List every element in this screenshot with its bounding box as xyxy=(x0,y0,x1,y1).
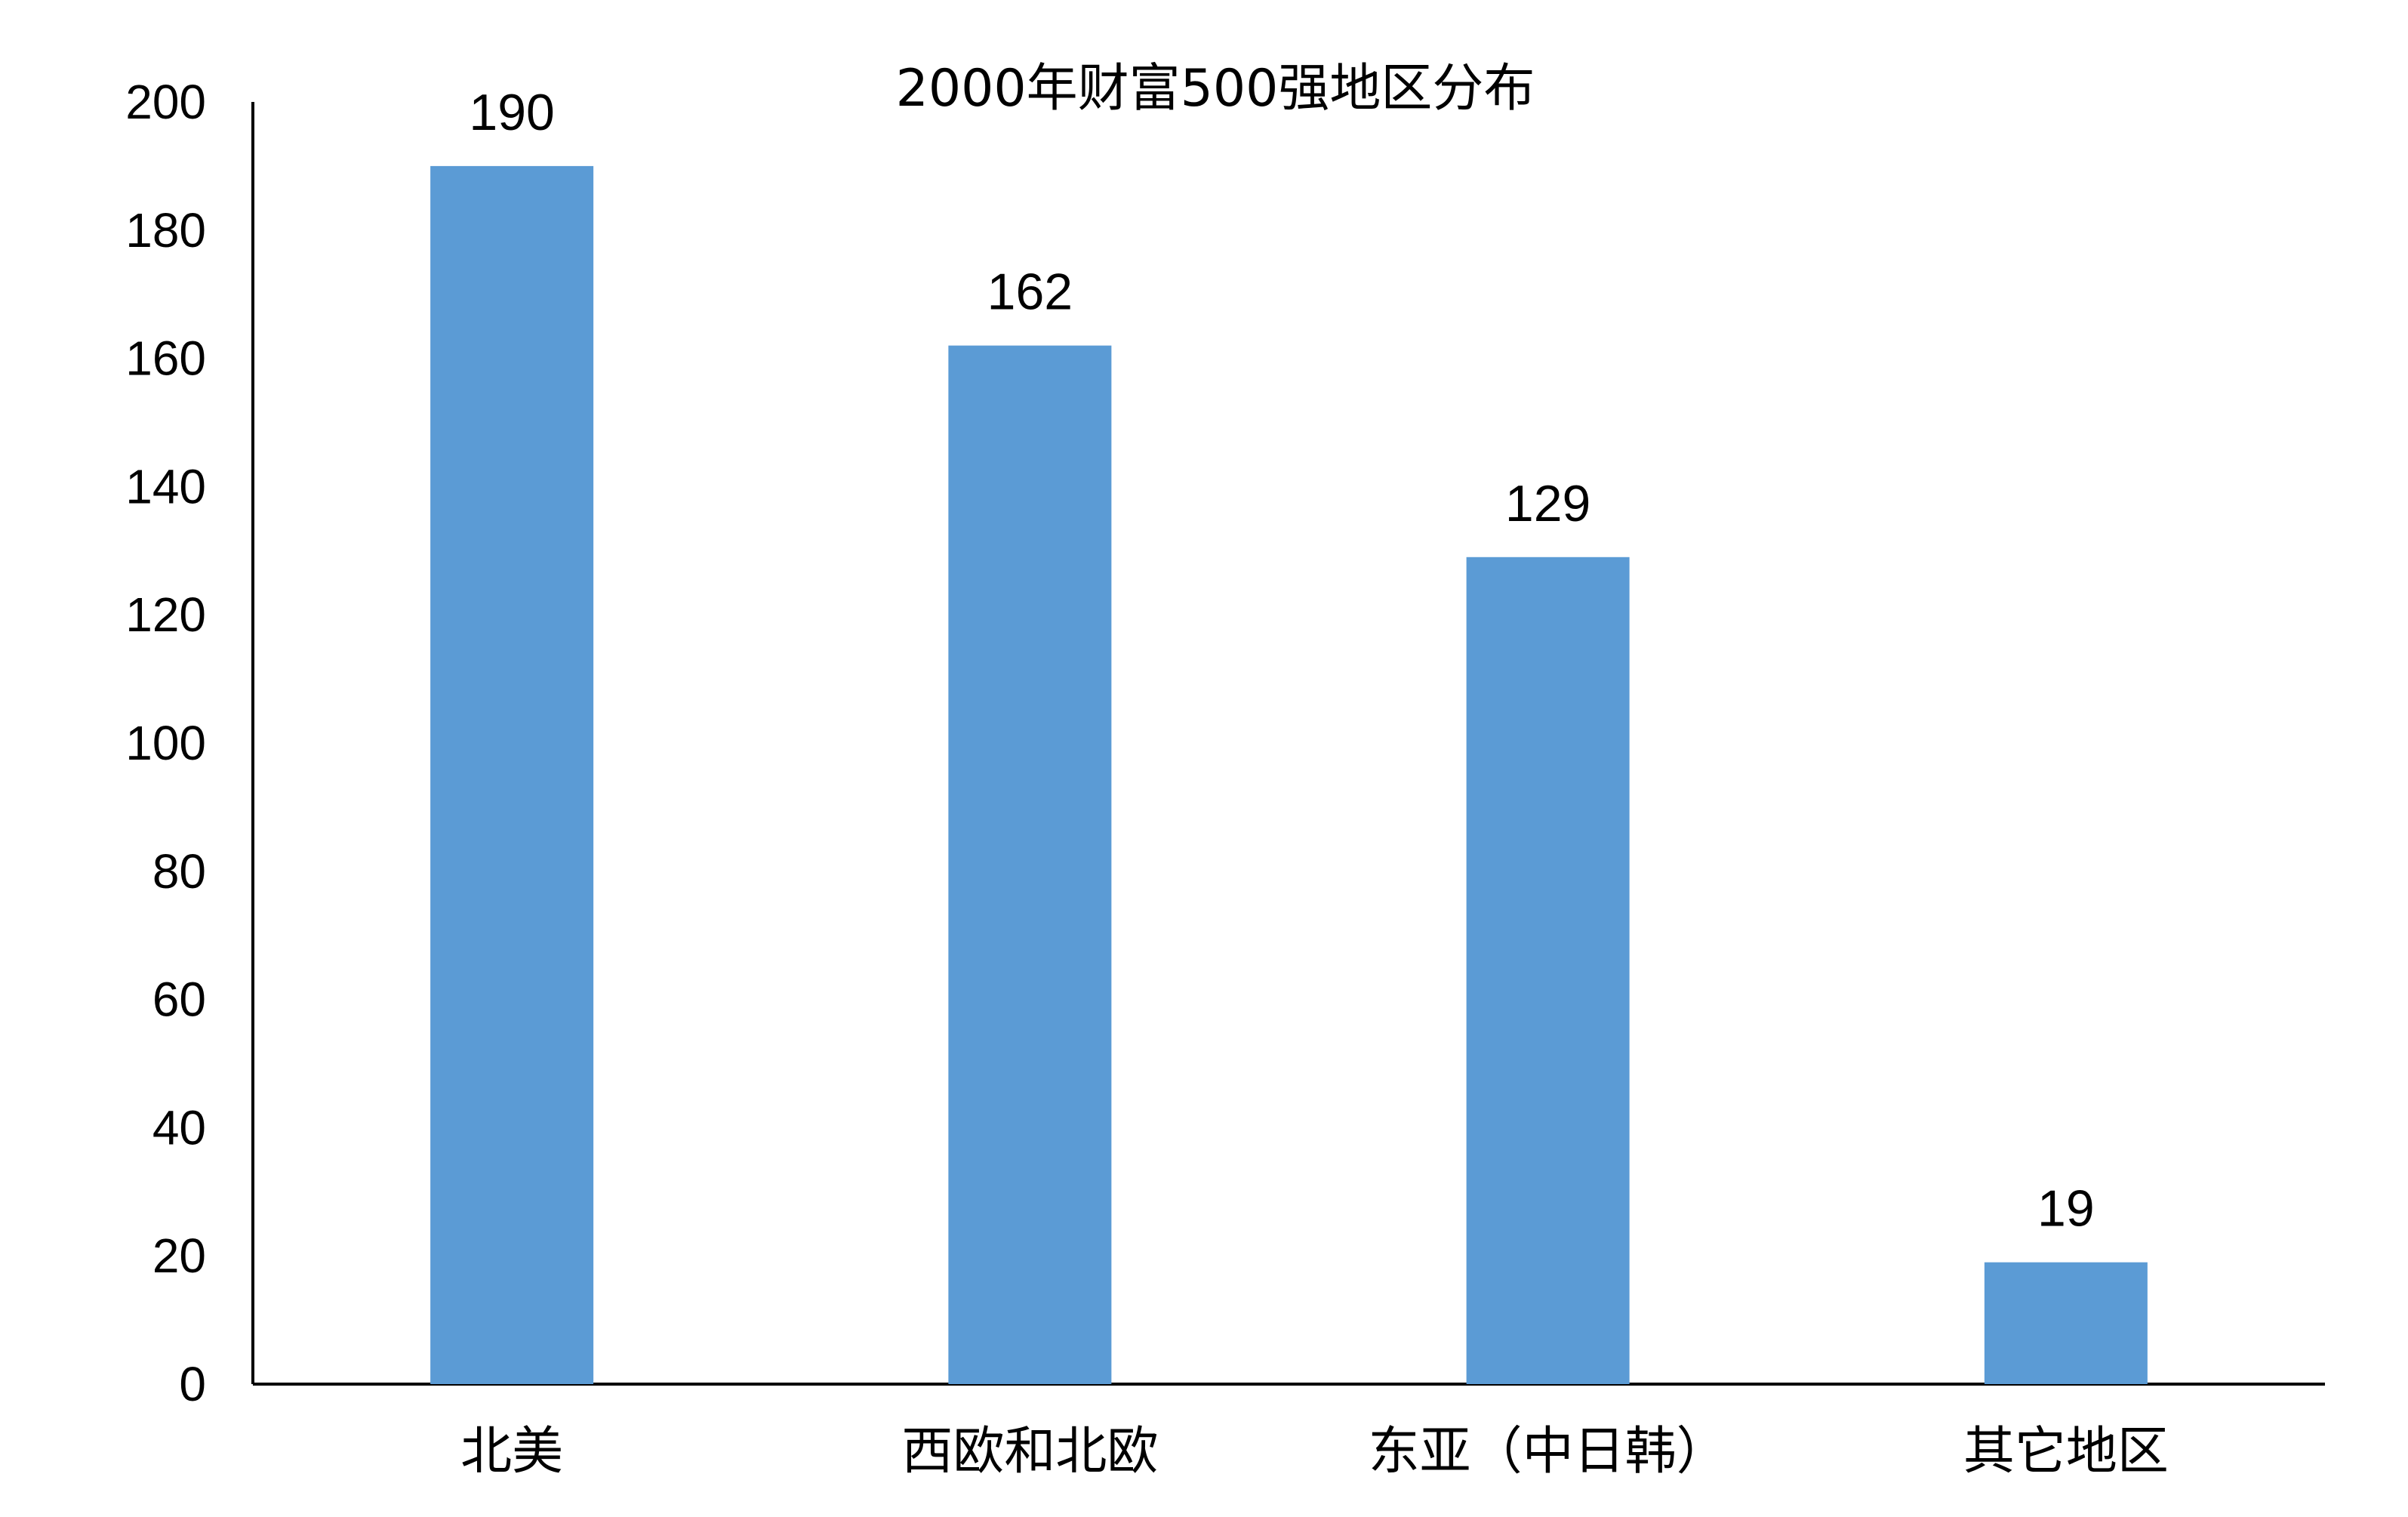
y-tick-label: 20 xyxy=(152,1229,206,1283)
y-tick-label: 200 xyxy=(125,75,206,129)
bar xyxy=(948,345,1112,1384)
y-tick-label: 100 xyxy=(125,716,206,770)
category-label: 西欧和北欧 xyxy=(901,1422,1158,1482)
category-label: 北美 xyxy=(460,1422,563,1482)
y-axis: 0 20 40 60 80 100 120 140 160 180 200 xyxy=(125,75,254,1411)
y-tick-label: 120 xyxy=(125,587,206,642)
data-label: 129 xyxy=(1505,475,1590,532)
y-tick-label: 0 xyxy=(179,1357,206,1411)
category-labels: 北美 西欧和北欧 东亚（中日韩） 其它地区 xyxy=(460,1422,2169,1482)
chart-title: 2000年财富500强地区分布 xyxy=(896,59,1535,119)
data-label: 162 xyxy=(987,264,1073,321)
y-tick-label: 80 xyxy=(152,844,206,899)
category-label: 其它地区 xyxy=(1963,1422,2169,1482)
bar xyxy=(430,165,594,1384)
y-tick-label: 180 xyxy=(125,203,206,257)
bar xyxy=(1984,1262,2148,1384)
y-tick-label: 60 xyxy=(152,973,206,1027)
bar xyxy=(1466,557,1630,1384)
y-tick-label: 160 xyxy=(125,331,206,386)
data-label: 19 xyxy=(2037,1180,2095,1238)
y-tick-label: 40 xyxy=(152,1100,206,1155)
y-tick-label: 140 xyxy=(125,459,206,513)
data-label: 190 xyxy=(469,84,554,141)
category-label: 东亚（中日韩） xyxy=(1369,1422,1728,1482)
bars xyxy=(430,165,2148,1384)
data-labels: 190 162 129 19 xyxy=(469,84,2094,1238)
